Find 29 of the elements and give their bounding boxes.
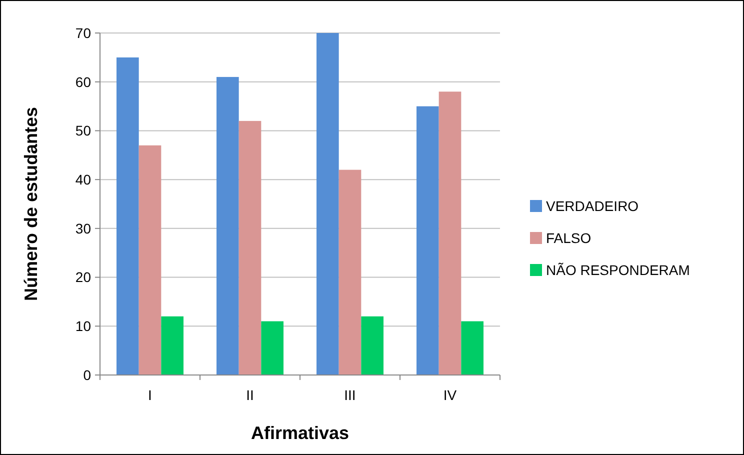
y-tick-label: 10	[75, 318, 92, 334]
legend-label: FALSO	[546, 230, 592, 246]
bar	[461, 321, 484, 375]
bar	[338, 170, 362, 375]
bar	[416, 106, 439, 375]
bar	[161, 316, 184, 375]
x-tick-label: II	[246, 387, 254, 403]
bar	[216, 76, 239, 375]
y-axis-title: Número de estudantes	[21, 106, 41, 302]
y-tick-label: 0	[83, 366, 92, 383]
x-tick-label: I	[148, 387, 152, 403]
bar	[138, 145, 162, 375]
bar	[261, 321, 284, 375]
y-tick-label: 70	[75, 24, 92, 41]
y-tick-label: 40	[75, 171, 92, 188]
y-tick-label: 20	[75, 269, 92, 286]
bar	[316, 33, 339, 375]
y-tick-label: 60	[75, 74, 92, 90]
x-tick-label: IV	[443, 387, 458, 403]
bar	[238, 120, 262, 375]
bar	[438, 92, 462, 375]
legend-label: VERDADEIRO	[546, 198, 639, 214]
legend-label: NÃO RESPONDERAM	[546, 262, 690, 278]
x-tick-label: III	[344, 387, 356, 403]
bar	[116, 57, 139, 375]
y-tick-label: 30	[75, 220, 92, 236]
bar	[361, 316, 384, 375]
y-tick-label: 50	[75, 122, 92, 139]
x-axis-title: Afirmativas	[250, 423, 350, 443]
